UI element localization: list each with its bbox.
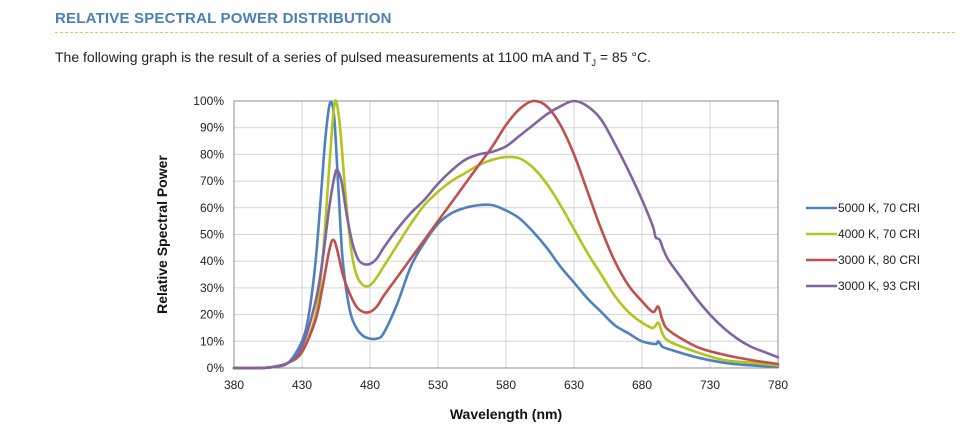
x-tick-label: 680 <box>632 378 652 392</box>
series-line-1 <box>232 100 780 370</box>
x-tick-label: 530 <box>428 378 448 392</box>
y-tick-label: 10% <box>200 334 224 348</box>
y-tick-label: 90% <box>200 121 224 135</box>
legend-label-4: 3000 K, 93 CRI <box>838 279 920 293</box>
section-title: RELATIVE SPECTRAL POWER DISTRIBUTION <box>55 10 392 27</box>
legend-label-1: 5000 K, 70 CRI <box>838 201 920 215</box>
intro-text: The following graph is the result of a s… <box>55 49 651 68</box>
intro-suffix: = 85 °C. <box>595 49 651 65</box>
y-tick-labels: 0% 10% 20% 30% 40% 50% 60% 70% 80% 90% 100% <box>193 94 224 375</box>
y-tick-label: 0% <box>207 361 225 375</box>
grid-layer <box>233 100 779 369</box>
x-tick-label: 730 <box>700 378 720 392</box>
x-tick-labels: 380 430 480 530 580 630 680 730 780 <box>224 378 788 392</box>
plot-frame <box>233 100 779 369</box>
series-line-3 <box>232 99 780 370</box>
y-tick-label: 50% <box>200 228 224 242</box>
x-tick-label: 380 <box>224 378 244 392</box>
legend-label-2: 4000 K, 70 CRI <box>838 227 920 241</box>
x-tick-label: 430 <box>292 378 312 392</box>
y-tick-label: 40% <box>200 254 224 268</box>
x-tick-label: 580 <box>496 378 516 392</box>
x-axis-title: Wavelength (nm) <box>450 406 562 422</box>
series-layer <box>232 99 780 370</box>
y-tick-label: 60% <box>200 201 224 215</box>
y-tick-label: 80% <box>200 147 224 161</box>
intro-prefix: The following graph is the result of a s… <box>55 49 592 65</box>
y-axis-title: Relative Spectral Power <box>154 155 170 314</box>
series-line-2 <box>232 99 780 370</box>
intro-subscript: J <box>591 57 596 68</box>
x-tick-label: 630 <box>564 378 584 392</box>
series-line-4 <box>232 99 780 370</box>
x-tick-label: 780 <box>768 378 788 392</box>
y-tick-label: 20% <box>200 308 224 322</box>
y-tick-label: 100% <box>193 94 224 108</box>
legend-label-3: 3000 K, 80 CRI <box>838 253 920 267</box>
y-tick-label: 70% <box>200 174 224 188</box>
legend: 5000 K, 70 CRI 4000 K, 70 CRI 3000 K, 80 C… <box>806 201 920 293</box>
x-tick-label: 480 <box>360 378 380 392</box>
y-tick-label: 30% <box>200 281 224 295</box>
dashed-divider <box>55 32 955 33</box>
